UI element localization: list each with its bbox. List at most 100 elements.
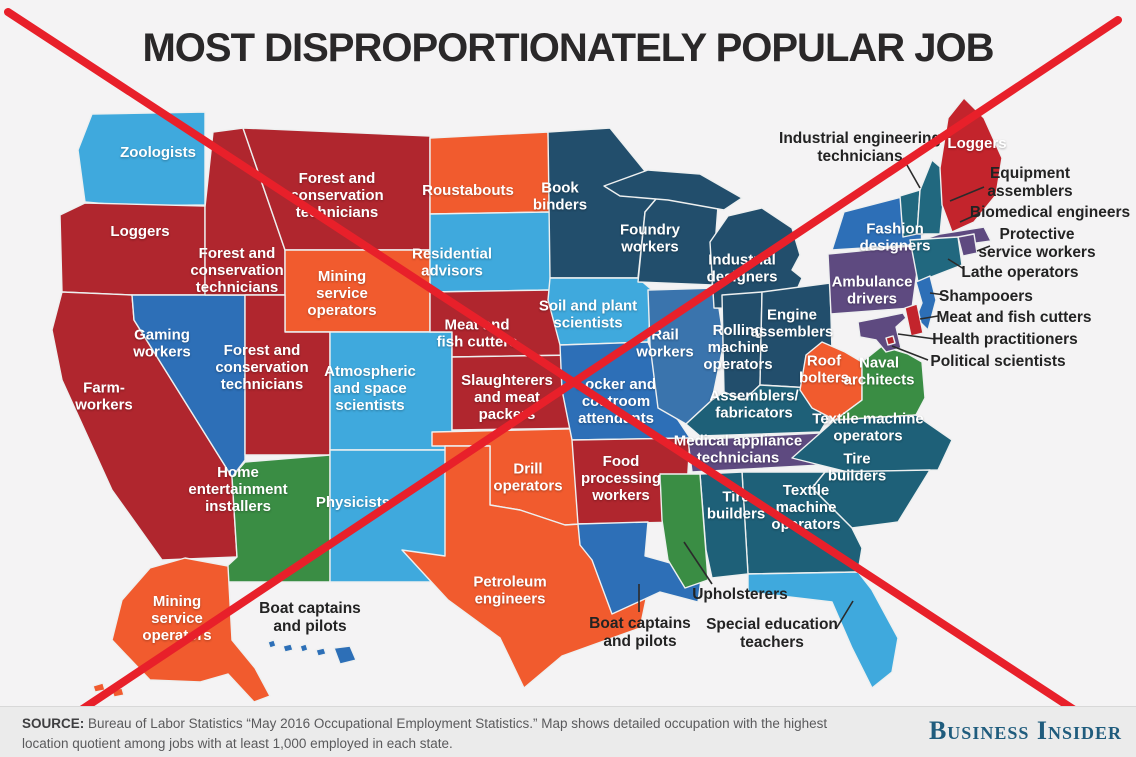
state-west-virginia <box>799 341 863 421</box>
source-text: Bureau of Labor Statistics “May 2016 Occ… <box>22 716 828 751</box>
state-missouri <box>559 341 691 441</box>
callout-leader-maryland <box>897 333 936 340</box>
footer-bar: SOURCE: Bureau of Labor Statistics “May … <box>0 706 1136 757</box>
callout-leader-district-of-columbia <box>891 345 929 361</box>
job-label-wyoming: Mining service operators <box>307 268 376 319</box>
callout-label-maryland: Health practitioners <box>932 331 1078 348</box>
job-label-nebraska: Meat and fish cutters <box>437 317 518 351</box>
state-michigan <box>709 207 803 311</box>
state-utah <box>244 294 331 456</box>
job-label-south-carolina: Tire builders <box>828 451 886 485</box>
job-label-wisconsin: Foundry workers <box>620 222 681 256</box>
state-arizona <box>209 454 331 583</box>
job-label-ohio: Engine assemblers <box>751 307 834 341</box>
job-label-alabama: Tire builders <box>707 489 765 523</box>
state-florida <box>747 571 899 689</box>
state-pennsylvania <box>827 245 919 315</box>
job-label-north-dakota: Roustabouts <box>422 182 514 199</box>
callout-leader-mississippi <box>683 541 713 585</box>
job-label-alaska: Mining service operators <box>142 593 211 644</box>
job-label-minnesota: Book binders <box>533 180 587 214</box>
state-wisconsin <box>637 179 719 286</box>
state-nebraska <box>429 289 579 358</box>
job-label-new-york: Fashion designers <box>860 221 931 255</box>
state-minnesota <box>547 127 663 279</box>
callout-label-massachusetts: Biomedical engineers <box>970 204 1130 221</box>
job-label-washington: Zoologists <box>120 144 196 161</box>
state-michigan <box>603 169 743 211</box>
job-label-north-carolina: Textile machine operators <box>812 411 923 445</box>
callout-leader-vermont <box>902 157 921 189</box>
state-south-carolina <box>811 469 931 529</box>
job-label-oklahoma: Drill operators <box>493 461 562 495</box>
callout-leader-delaware <box>919 315 939 320</box>
job-label-georgia: Textile machine operators <box>771 482 840 533</box>
job-label-kentucky: Assemblers/fabricators <box>709 388 799 422</box>
job-label-michigan: Industrial designers <box>707 252 778 286</box>
callout-leader-florida <box>835 600 854 630</box>
job-label-iowa: Soil and plant scientists <box>539 298 637 332</box>
state-louisiana <box>577 521 703 615</box>
state-north-dakota <box>429 131 551 215</box>
source-label: SOURCE: <box>22 716 85 731</box>
state-new-hampshire <box>916 159 947 235</box>
state-ohio <box>759 282 833 389</box>
callout-label-new-jersey: Shampooers <box>939 288 1033 305</box>
state-california <box>51 291 238 561</box>
state-virginia <box>834 345 926 421</box>
state-wyoming <box>284 249 431 333</box>
callout-label-connecticut: Lathe operators <box>961 264 1078 281</box>
state-new-jersey <box>915 275 937 331</box>
job-label-kansas: Slaughterers and meat packers <box>461 372 553 423</box>
state-vermont <box>899 189 921 238</box>
state-maryland <box>857 312 907 353</box>
state-new-york <box>831 191 945 269</box>
state-arkansas <box>571 437 691 525</box>
rejection-x-icon <box>4 8 1135 756</box>
state-hawaii <box>267 639 277 649</box>
state-alaska <box>111 557 271 703</box>
callout-label-florida: Special education teachers <box>706 616 838 651</box>
callout-leader-new-hampshire <box>949 186 985 202</box>
job-label-california: Farm-workers <box>74 380 133 414</box>
state-district-of-columbia <box>885 335 896 346</box>
state-illinois <box>647 287 725 425</box>
job-label-utah: Forest and conservation technicians <box>215 342 308 393</box>
job-label-oregon: Loggers <box>110 223 169 240</box>
callout-leader-rhode-island <box>976 245 991 252</box>
state-new-mexico <box>329 449 453 583</box>
state-massachusetts <box>915 226 992 247</box>
state-delaware <box>904 303 924 337</box>
states-layer <box>51 97 1003 703</box>
state-tennessee <box>687 431 859 473</box>
rejection-x-stroke-1 <box>4 8 1135 751</box>
state-maine <box>939 97 1003 233</box>
job-label-south-dakota: Residential advisors <box>412 246 492 280</box>
state-alabama <box>699 471 749 579</box>
job-label-west-virginia: Roof bolters <box>799 353 849 387</box>
job-label-colorado: Atmospheric and space scientists <box>324 363 416 414</box>
job-label-idaho: Forest and conservation technicians <box>190 245 283 296</box>
state-idaho <box>204 127 286 296</box>
callout-label-mississippi: Upholsterers <box>692 586 788 603</box>
page-title: MOST DISPROPORTIONATELY POPULAR JOB <box>142 26 994 70</box>
job-label-texas: Petroleum engineers <box>473 574 546 608</box>
callout-label-hawaii: Boat captains and pilots <box>259 600 361 635</box>
rejection-x-stroke-2 <box>14 16 1122 756</box>
job-label-tennessee: Medical appliance technicians <box>674 433 802 467</box>
state-nevada <box>131 294 246 478</box>
state-oklahoma <box>431 427 613 526</box>
state-south-dakota <box>429 211 553 293</box>
state-texas <box>401 445 649 689</box>
business-insider-logo: Business Insider <box>928 716 1122 745</box>
state-georgia <box>741 471 863 575</box>
callout-leader-connecticut <box>947 258 965 270</box>
callout-label-district-of-columbia: Political scientists <box>930 353 1065 370</box>
state-hawaii <box>333 645 357 665</box>
callout-label-new-hampshire: Equipment assemblers <box>987 165 1072 200</box>
callout-labels-layer: Boat captains and pilots Upholsterers Speci… <box>259 130 1130 651</box>
state-alaska <box>92 682 106 693</box>
callout-leader-massachusetts <box>959 212 981 223</box>
job-label-illinois: Rail workers <box>635 327 694 361</box>
